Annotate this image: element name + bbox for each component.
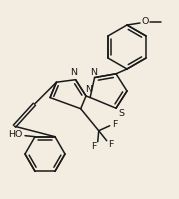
Text: HO: HO xyxy=(8,130,22,139)
Text: F: F xyxy=(108,140,113,149)
Text: O: O xyxy=(141,18,149,26)
Text: N: N xyxy=(90,68,97,77)
Text: N: N xyxy=(70,68,77,77)
Text: F: F xyxy=(112,120,117,129)
Text: F: F xyxy=(91,142,96,151)
Text: S: S xyxy=(118,109,124,118)
Text: N: N xyxy=(86,86,93,95)
